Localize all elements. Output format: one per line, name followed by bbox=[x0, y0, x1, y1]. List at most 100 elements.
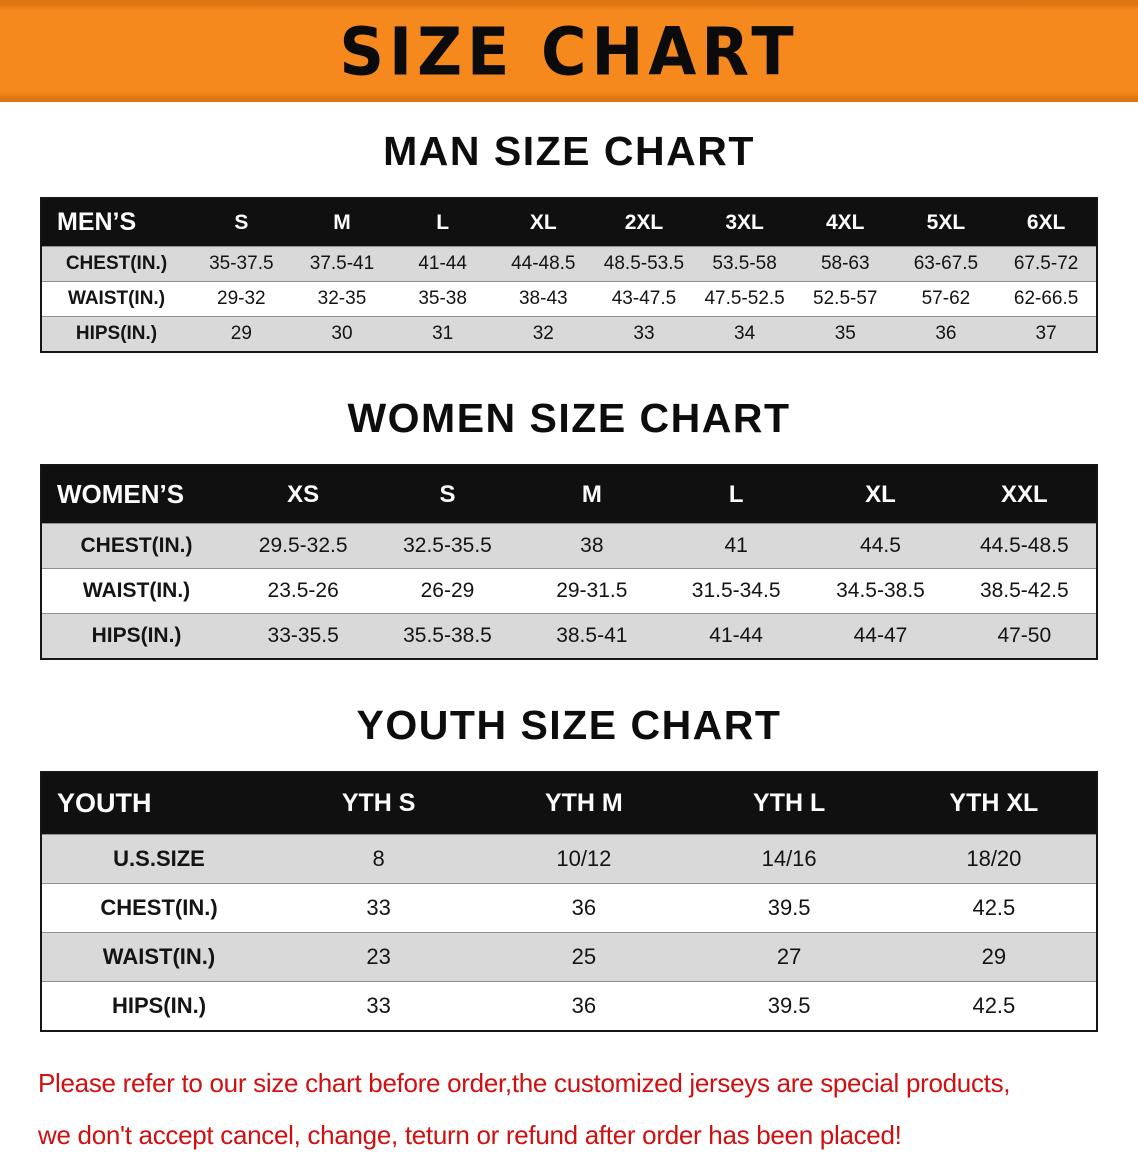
measurement-value-cell: 33 bbox=[276, 981, 482, 1031]
size-column-header: XS bbox=[231, 465, 376, 524]
size-column-header: 6XL bbox=[996, 198, 1097, 247]
size-column-header: L bbox=[663, 465, 809, 524]
measurement-value-cell: 42.5 bbox=[891, 883, 1097, 933]
measurement-value-cell: 10/12 bbox=[481, 834, 687, 884]
measurement-label-cell: CHEST(IN.) bbox=[41, 523, 231, 569]
measurement-value-cell: 31 bbox=[392, 316, 493, 352]
measurement-row: CHEST(IN.) 29.5-32.5 32.5-35.5 38 41 44.5 44.5… bbox=[41, 523, 1097, 569]
measurement-value-cell: 41-44 bbox=[392, 246, 493, 282]
measurement-value-cell: 35 bbox=[794, 316, 896, 352]
measurement-value-cell: 29-31.5 bbox=[519, 568, 664, 614]
measurement-value-cell: 62-66.5 bbox=[996, 281, 1097, 317]
measurement-value-cell: 67.5-72 bbox=[996, 246, 1097, 282]
measurement-value-cell: 33-35.5 bbox=[231, 613, 376, 659]
measurement-row: HIPS(IN.) 33-35.5 35.5-38.5 38.5-41 41-44 44-… bbox=[41, 613, 1097, 659]
measurement-value-cell: 23.5-26 bbox=[231, 568, 376, 614]
measurement-value-cell: 58-63 bbox=[794, 246, 896, 282]
measurement-value-cell: 34.5-38.5 bbox=[808, 568, 953, 614]
disclaimer-line-1: Please refer to our size chart before or… bbox=[38, 1068, 1011, 1098]
banner: SIZE CHART bbox=[0, 0, 1138, 102]
size-column-header: YTH M bbox=[481, 772, 687, 835]
size-column-header: L bbox=[392, 198, 493, 247]
measurement-row: HIPS(IN.) 33 36 39.5 42.5 bbox=[41, 981, 1097, 1031]
measurement-value-cell: 35.5-38.5 bbox=[375, 613, 520, 659]
size-column-header: M bbox=[291, 198, 393, 247]
measurement-value-cell: 36 bbox=[895, 316, 997, 352]
measurement-value-cell: 30 bbox=[291, 316, 393, 352]
measurement-label-cell: WAIST(IN.) bbox=[41, 932, 276, 982]
measurement-value-cell: 37.5-41 bbox=[291, 246, 393, 282]
measurement-label-cell: HIPS(IN.) bbox=[41, 981, 276, 1031]
measurement-value-cell: 44-48.5 bbox=[492, 246, 594, 282]
size-column-header: M bbox=[519, 465, 664, 524]
size-column-header: XXL bbox=[952, 465, 1097, 524]
measurement-label-cell: CHEST(IN.) bbox=[41, 246, 191, 282]
measurement-value-cell: 44-47 bbox=[808, 613, 953, 659]
measurement-value-cell: 8 bbox=[276, 834, 482, 884]
measurement-value-cell: 18/20 bbox=[891, 834, 1097, 884]
measurement-value-cell: 41 bbox=[663, 523, 809, 569]
size-column-header: 3XL bbox=[694, 198, 795, 247]
disclaimer: Please refer to our size chart before or… bbox=[38, 1062, 1100, 1156]
measurement-value-cell: 38.5-41 bbox=[519, 613, 664, 659]
measurement-value-cell: 43-47.5 bbox=[593, 281, 695, 317]
size-column-header: YTH S bbox=[276, 772, 482, 835]
measurement-row: CHEST(IN.) 33 36 39.5 42.5 bbox=[41, 883, 1097, 933]
measurement-value-cell: 33 bbox=[276, 883, 482, 933]
measurement-value-cell: 29 bbox=[891, 932, 1097, 982]
measurement-label-cell: U.S.SIZE bbox=[41, 834, 276, 884]
measurement-value-cell: 44.5-48.5 bbox=[952, 523, 1097, 569]
page-title: SIZE CHART bbox=[339, 12, 799, 90]
measurement-row: U.S.SIZE 8 10/12 14/16 18/20 bbox=[41, 834, 1097, 884]
measurement-value-cell: 33 bbox=[593, 316, 695, 352]
measurement-value-cell: 38-43 bbox=[492, 281, 594, 317]
measurement-value-cell: 63-67.5 bbox=[895, 246, 997, 282]
measurement-value-cell: 39.5 bbox=[686, 981, 892, 1031]
measurement-value-cell: 53.5-58 bbox=[694, 246, 795, 282]
measurement-value-cell: 47.5-52.5 bbox=[694, 281, 795, 317]
measurement-value-cell: 23 bbox=[276, 932, 482, 982]
measurement-label-cell: CHEST(IN.) bbox=[41, 883, 276, 933]
measurement-value-cell: 36 bbox=[481, 883, 687, 933]
measurement-value-cell: 29.5-32.5 bbox=[231, 523, 376, 569]
table-title-cell: WOMEN’S bbox=[41, 465, 231, 524]
size-column-header: 2XL bbox=[593, 198, 695, 247]
size-table-header-row: MEN’S S M L XL 2XL 3XL 4XL 5XL 6XL bbox=[41, 198, 1097, 247]
measurement-value-cell: 38 bbox=[519, 523, 664, 569]
disclaimer-line-2: we don't accept cancel, change, teturn o… bbox=[38, 1120, 902, 1150]
size-table-header-row: WOMEN’S XS S M L XL XXL bbox=[41, 465, 1097, 524]
size-column-header: S bbox=[375, 465, 520, 524]
measurement-value-cell: 35-37.5 bbox=[191, 246, 292, 282]
men-size-section: MAN SIZE CHART MEN’S S M L XL 2XL 3XL 4XL 5XL 6XL… bbox=[0, 128, 1138, 353]
measurement-value-cell: 36 bbox=[481, 981, 687, 1031]
measurement-value-cell: 35-38 bbox=[392, 281, 493, 317]
size-column-header: XL bbox=[492, 198, 594, 247]
measurement-label-cell: HIPS(IN.) bbox=[41, 316, 191, 352]
measurement-value-cell: 32 bbox=[492, 316, 594, 352]
youth-section-heading: YOUTH SIZE CHART bbox=[356, 702, 782, 748]
measurement-value-cell: 32.5-35.5 bbox=[375, 523, 520, 569]
measurement-value-cell: 25 bbox=[481, 932, 687, 982]
measurement-value-cell: 48.5-53.5 bbox=[593, 246, 695, 282]
measurement-value-cell: 37 bbox=[996, 316, 1097, 352]
size-column-header: YTH L bbox=[686, 772, 892, 835]
measurement-value-cell: 52.5-57 bbox=[794, 281, 896, 317]
measurement-value-cell: 27 bbox=[686, 932, 892, 982]
measurement-row: HIPS(IN.) 29 30 31 32 33 34 35 36 37 bbox=[41, 316, 1097, 352]
youth-size-section: YOUTH SIZE CHART YOUTH YTH S YTH M YTH L YTH… bbox=[0, 702, 1138, 1032]
measurement-label-cell: HIPS(IN.) bbox=[41, 613, 231, 659]
women-size-table: WOMEN’S XS S M L XL XXL CHEST(IN.) 29.5-32.5 32.5… bbox=[40, 464, 1098, 660]
measurement-value-cell: 29 bbox=[191, 316, 292, 352]
measurement-row: WAIST(IN.) 23 25 27 29 bbox=[41, 932, 1097, 982]
measurement-value-cell: 26-29 bbox=[375, 568, 520, 614]
measurement-row: CHEST(IN.) 35-37.5 37.5-41 41-44 44-48.5 48.5… bbox=[41, 246, 1097, 282]
measurement-value-cell: 41-44 bbox=[663, 613, 809, 659]
measurement-value-cell: 14/16 bbox=[686, 834, 892, 884]
size-table-header-row: YOUTH YTH S YTH M YTH L YTH XL bbox=[41, 772, 1097, 835]
size-column-header: S bbox=[191, 198, 292, 247]
size-column-header: XL bbox=[808, 465, 953, 524]
men-size-table: MEN’S S M L XL 2XL 3XL 4XL 5XL 6XL CHEST(IN.) 35-37… bbox=[40, 197, 1098, 353]
measurement-value-cell: 32-35 bbox=[291, 281, 393, 317]
measurement-label-cell: WAIST(IN.) bbox=[41, 568, 231, 614]
